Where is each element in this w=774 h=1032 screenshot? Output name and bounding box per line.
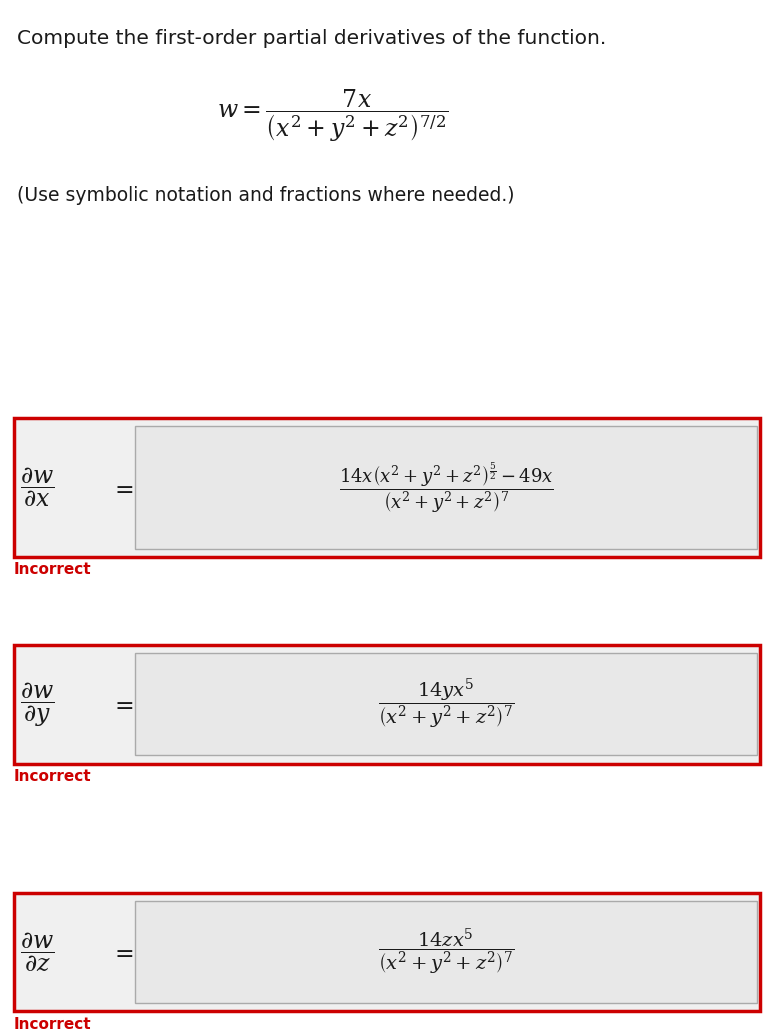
Text: Compute the first-order partial derivatives of the function.: Compute the first-order partial derivati… bbox=[17, 29, 606, 47]
Text: $=$: $=$ bbox=[111, 940, 134, 964]
Text: Incorrect: Incorrect bbox=[14, 769, 91, 784]
FancyBboxPatch shape bbox=[14, 893, 760, 1011]
Text: $=$: $=$ bbox=[111, 476, 134, 499]
FancyBboxPatch shape bbox=[14, 418, 760, 557]
Text: $\dfrac{\partial w}{\partial z}$: $\dfrac{\partial w}{\partial z}$ bbox=[20, 930, 54, 974]
FancyBboxPatch shape bbox=[135, 653, 757, 755]
Text: (Use symbolic notation and fractions where needed.): (Use symbolic notation and fractions whe… bbox=[17, 186, 515, 204]
Text: $\dfrac{14yx^5}{\left(x^2+y^2+z^2\right)^7}$: $\dfrac{14yx^5}{\left(x^2+y^2+z^2\right)… bbox=[378, 677, 514, 732]
Text: $\dfrac{\partial w}{\partial x}$: $\dfrac{\partial w}{\partial x}$ bbox=[20, 465, 54, 510]
Text: Incorrect: Incorrect bbox=[14, 562, 91, 578]
FancyBboxPatch shape bbox=[135, 426, 757, 549]
Text: $w = \dfrac{7x}{\left(x^2 + y^2 + z^2\right)^{7/2}}$: $w = \dfrac{7x}{\left(x^2 + y^2 + z^2\ri… bbox=[217, 88, 448, 144]
Text: $\dfrac{\partial w}{\partial y}$: $\dfrac{\partial w}{\partial y}$ bbox=[20, 680, 54, 729]
FancyBboxPatch shape bbox=[135, 901, 757, 1003]
Text: $\dfrac{14x\left(x^2+y^2+z^2\right)^{\frac{5}{2}}-49x}{\left(x^2+y^2+z^2\right)^: $\dfrac{14x\left(x^2+y^2+z^2\right)^{\fr… bbox=[339, 460, 553, 515]
Text: Incorrect: Incorrect bbox=[14, 1017, 91, 1032]
Text: $\dfrac{14zx^5}{\left(x^2+y^2+z^2\right)^7}$: $\dfrac{14zx^5}{\left(x^2+y^2+z^2\right)… bbox=[378, 927, 514, 977]
FancyBboxPatch shape bbox=[14, 645, 760, 764]
Text: $=$: $=$ bbox=[111, 692, 134, 716]
